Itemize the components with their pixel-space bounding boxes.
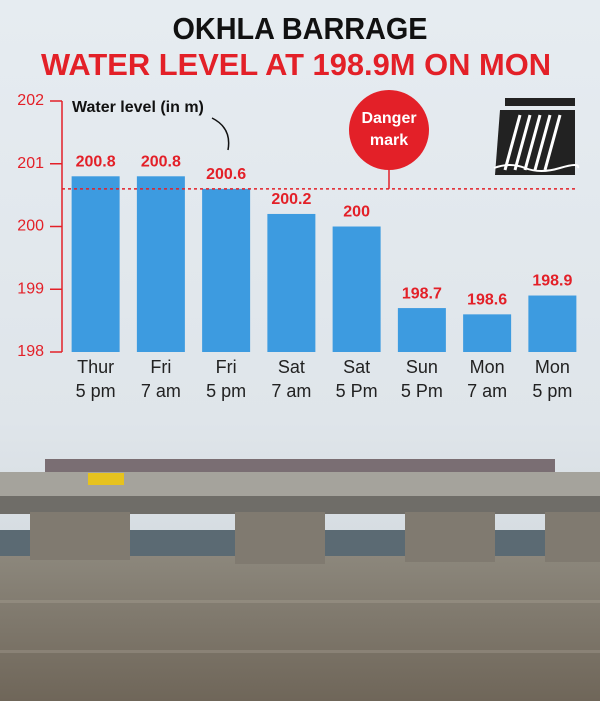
bar xyxy=(71,176,120,352)
y-axis-label: Water level (in m) xyxy=(72,99,204,116)
bar xyxy=(528,295,577,352)
value-label: 198.9 xyxy=(532,273,572,290)
danger-label: mark xyxy=(370,132,408,149)
chart-subtitle: WATER LEVEL AT 198.9M ON MON xyxy=(41,47,551,82)
chart-title: OKHLA BARRAGE xyxy=(173,11,428,46)
value-label: 198.6 xyxy=(467,292,507,309)
value-label: 200 xyxy=(343,204,370,221)
bar xyxy=(267,213,316,352)
x-tick-label: 5 Pm xyxy=(336,381,378,401)
bar xyxy=(202,188,251,352)
x-tick-label: 5 pm xyxy=(76,381,116,401)
x-tick-label: 5 pm xyxy=(206,381,246,401)
y-tick-label: 198 xyxy=(17,343,44,360)
x-tick-label: Mon xyxy=(535,357,570,377)
bar xyxy=(463,314,512,352)
value-label: 200.6 xyxy=(206,166,246,183)
x-tick-label: 7 am xyxy=(467,381,507,401)
value-label: 200.2 xyxy=(271,191,311,208)
bridge-photo xyxy=(0,459,600,701)
bar xyxy=(136,176,185,352)
bar xyxy=(332,226,381,352)
x-tick-label: Fri xyxy=(216,357,237,377)
y-tick-label: 202 xyxy=(17,92,44,109)
x-tick-label: Fri xyxy=(150,357,171,377)
x-tick-label: Sat xyxy=(278,357,305,377)
x-tick-label: Sun xyxy=(406,357,438,377)
x-tick-label: Thur xyxy=(77,357,114,377)
x-tick-label: Mon xyxy=(470,357,505,377)
x-tick-label: 7 am xyxy=(271,381,311,401)
dam-icon xyxy=(493,98,580,175)
danger-label: Danger xyxy=(361,110,416,127)
label-pointer xyxy=(211,117,230,151)
x-tick-label: 5 Pm xyxy=(401,381,443,401)
bar xyxy=(397,308,446,352)
danger-badge xyxy=(349,90,429,170)
value-label: 198.7 xyxy=(402,285,442,302)
y-tick-label: 200 xyxy=(17,218,44,235)
x-tick-label: Sat xyxy=(343,357,370,377)
value-label: 200.8 xyxy=(76,154,116,171)
x-tick-label: 7 am xyxy=(141,381,181,401)
y-tick-label: 201 xyxy=(17,155,44,172)
value-label: 200.8 xyxy=(141,154,181,171)
x-tick-label: 5 pm xyxy=(532,381,572,401)
y-tick-label: 199 xyxy=(17,280,44,297)
